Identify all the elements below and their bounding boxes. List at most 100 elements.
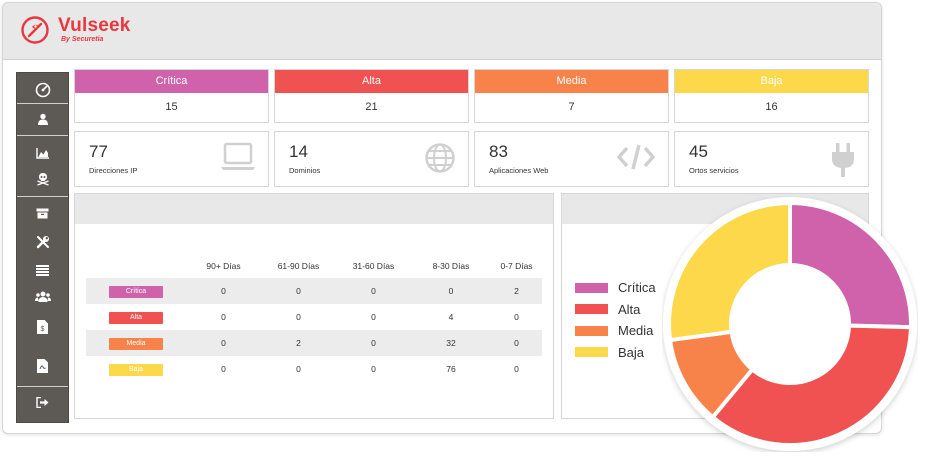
table-cell: 32 bbox=[411, 330, 491, 356]
sidebar: $ bbox=[16, 72, 69, 423]
brand-name: Vulseek bbox=[58, 15, 131, 36]
table-row[interactable]: Baja 0 0 0 76 0 bbox=[86, 356, 542, 382]
severity-count: 15 bbox=[165, 101, 178, 113]
table-cell: 4 bbox=[448, 312, 454, 322]
aging-table: 90+ Días 61-90 Días 31-60 Días 8-30 Días… bbox=[86, 254, 542, 382]
invoice-file-icon: $ bbox=[37, 320, 48, 334]
severity-card-alta[interactable]: Alta 21 bbox=[274, 69, 469, 123]
app-window: Vulseek By Securetia bbox=[2, 2, 882, 434]
aging-panel-header bbox=[75, 194, 553, 224]
legend-label: Alta bbox=[618, 301, 641, 317]
sidebar-item-statistics[interactable] bbox=[17, 139, 68, 167]
asset-label: Ortos servicios bbox=[689, 166, 739, 175]
table-cell: 0 bbox=[371, 312, 376, 322]
asset-count: 14 bbox=[289, 142, 308, 161]
severity-badge: Alta bbox=[109, 311, 163, 324]
donut-slice-critica[interactable] bbox=[788, 200, 913, 330]
asset-count: 83 bbox=[489, 142, 508, 161]
sign-out-icon bbox=[36, 396, 49, 408]
table-cell: 0 bbox=[514, 364, 519, 374]
table-cell: 0 bbox=[336, 278, 411, 304]
users-icon bbox=[34, 291, 51, 302]
severity-label: Baja bbox=[675, 70, 868, 93]
tools-icon bbox=[36, 236, 49, 249]
brand-tagline: By Securetia bbox=[61, 36, 104, 43]
asset-card-other-services[interactable]: 45 Ortos servicios bbox=[674, 131, 869, 187]
legend-label: Crítica bbox=[618, 280, 656, 296]
legend-swatch bbox=[575, 282, 608, 293]
table-header-row: 90+ Días 61-90 Días 31-60 Días 8-30 Días… bbox=[86, 254, 542, 278]
severity-count: 16 bbox=[765, 101, 778, 113]
table-cell: 0 bbox=[371, 364, 376, 374]
table-cell: 0 bbox=[411, 278, 491, 304]
legend-item[interactable]: Media bbox=[575, 320, 656, 342]
table-cell: 0 bbox=[491, 330, 542, 356]
legend-swatch bbox=[575, 347, 608, 358]
sidebar-item-list[interactable] bbox=[17, 256, 68, 284]
table-cell: 0 bbox=[186, 278, 261, 304]
table-header: 61-90 Días bbox=[277, 261, 320, 271]
table-cell: 2 bbox=[261, 330, 336, 356]
table-cell: 0 bbox=[336, 330, 411, 356]
sidebar-item-reports[interactable] bbox=[17, 352, 68, 380]
legend-swatch bbox=[575, 304, 608, 315]
table-header bbox=[86, 254, 186, 278]
donut-slice-baja[interactable] bbox=[667, 200, 792, 343]
top-bar: Vulseek By Securetia bbox=[3, 3, 881, 60]
table-row[interactable]: Crítica 0 0 0 0 2 bbox=[86, 278, 542, 304]
sidebar-item-archive[interactable] bbox=[17, 199, 68, 227]
vulseek-logo-icon bbox=[21, 16, 49, 44]
code-icon bbox=[617, 144, 655, 170]
sidebar-item-logout[interactable] bbox=[17, 388, 68, 416]
severity-label: Crítica bbox=[75, 70, 268, 93]
user-icon bbox=[37, 113, 48, 125]
legend-item[interactable]: Alta bbox=[575, 299, 656, 321]
table-row[interactable]: Alta 0 0 0 4 0 bbox=[86, 304, 542, 330]
list-icon bbox=[36, 264, 49, 276]
asset-card-domains[interactable]: 14 Dominios bbox=[274, 131, 469, 187]
sidebar-item-invoices[interactable]: $ bbox=[17, 313, 68, 341]
svg-text:$: $ bbox=[41, 326, 45, 333]
table-cell: 0 bbox=[296, 364, 301, 374]
table-cell: 0 bbox=[296, 312, 301, 322]
table-header: 90+ Días bbox=[206, 261, 241, 271]
pdf-file-icon bbox=[37, 359, 48, 373]
table-cell: 0 bbox=[514, 312, 519, 322]
table-cell: 0 bbox=[261, 278, 336, 304]
sidebar-item-users[interactable] bbox=[17, 283, 68, 311]
table-cell: 2 bbox=[491, 278, 542, 304]
severity-donut-chart bbox=[663, 197, 917, 451]
table-cell: 0 bbox=[221, 312, 226, 322]
severity-badge: Media bbox=[109, 337, 163, 350]
severity-label: Alta bbox=[275, 70, 468, 93]
dashboard-gauge-icon bbox=[35, 82, 50, 98]
legend-item[interactable]: Baja bbox=[575, 342, 656, 364]
asset-label: Aplicaciones Web bbox=[489, 166, 549, 175]
table-cell: 0 bbox=[186, 330, 261, 356]
table-cell: 0 bbox=[221, 364, 226, 374]
legend-item[interactable]: Crítica bbox=[575, 277, 656, 299]
asset-card-web-apps[interactable]: 83 Aplicaciones Web bbox=[474, 131, 669, 187]
table-header: 31-60 Días bbox=[352, 261, 395, 271]
skull-crossbones-icon bbox=[36, 173, 49, 186]
sidebar-item-vulnerabilities[interactable] bbox=[17, 165, 68, 193]
laptop-icon bbox=[221, 142, 255, 170]
severity-badge: Baja bbox=[109, 363, 163, 376]
severity-card-critica[interactable]: Crítica 15 bbox=[74, 69, 269, 123]
chart-legend: Crítica Alta Media Baja bbox=[575, 277, 656, 363]
table-cell: 76 bbox=[446, 364, 456, 374]
asset-label: Direcciones IP bbox=[89, 166, 138, 175]
severity-label: Media bbox=[475, 70, 668, 93]
aging-panel: 90+ Días 61-90 Días 31-60 Días 8-30 Días… bbox=[74, 193, 554, 419]
sidebar-item-user[interactable] bbox=[17, 105, 68, 133]
severity-card-media[interactable]: Media 7 bbox=[474, 69, 669, 123]
sidebar-item-dashboard[interactable] bbox=[17, 76, 68, 104]
severity-count: 21 bbox=[365, 101, 378, 113]
table-row[interactable]: Media 0 2 0 32 0 bbox=[86, 330, 542, 356]
asset-label: Dominios bbox=[289, 166, 321, 175]
legend-label: Baja bbox=[618, 344, 645, 360]
sidebar-item-tools[interactable] bbox=[17, 228, 68, 256]
asset-card-ip-addresses[interactable]: 77 Direcciones IP bbox=[74, 131, 269, 187]
severity-card-baja[interactable]: Baja 16 bbox=[674, 69, 869, 123]
donut-slice-alta[interactable] bbox=[709, 323, 914, 447]
